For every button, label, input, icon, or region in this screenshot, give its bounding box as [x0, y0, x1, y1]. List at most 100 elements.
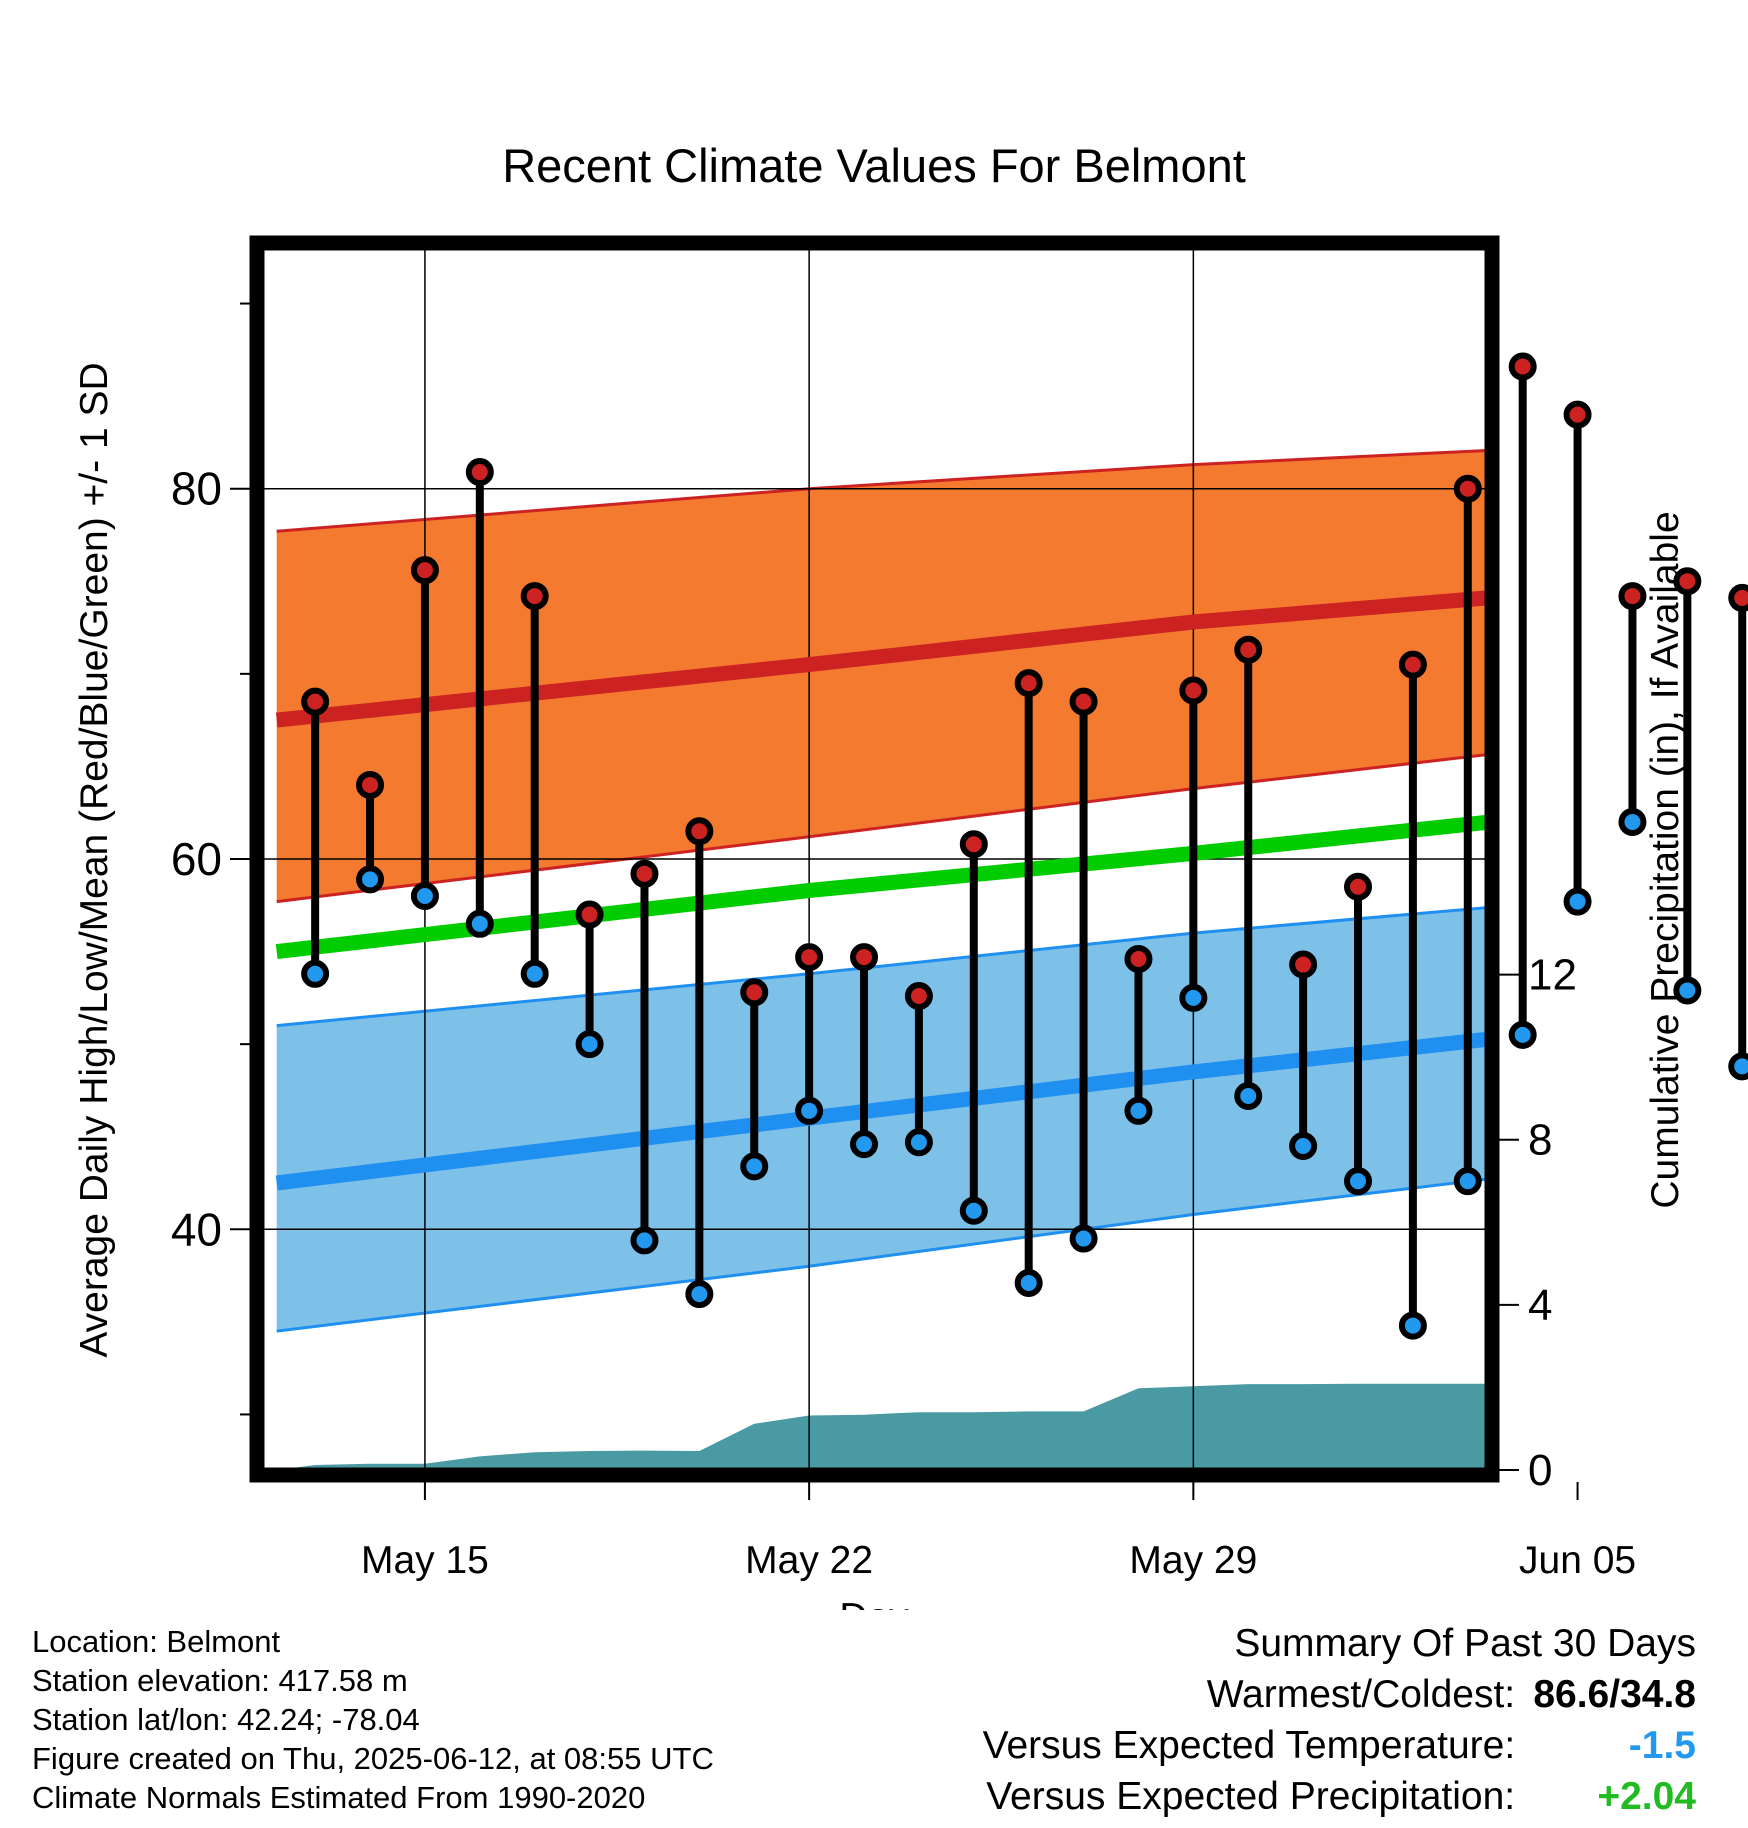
low-point: [959, 1196, 988, 1225]
high-point: [959, 830, 988, 859]
y2-tick-label: 0: [1528, 1446, 1552, 1495]
y2-tick-label: 12: [1528, 951, 1577, 1000]
high-point: [1508, 352, 1537, 381]
low-point: [1618, 807, 1647, 836]
x-tick-label: Jun 05: [1519, 1539, 1636, 1582]
summary-precip: Versus Expected Precipitation: +2.04: [983, 1771, 1696, 1822]
y2-tick-label: 4: [1528, 1281, 1552, 1330]
high-point: [1124, 944, 1153, 973]
low-sd-band: [276, 907, 1487, 1332]
high-sd-upper-edge: [276, 448, 1487, 533]
low-point: [1453, 1167, 1482, 1196]
high-point: [410, 556, 439, 585]
station-info: Location: Belmont Station elevation: 417…: [32, 1622, 714, 1817]
high-point: [356, 770, 385, 799]
high-point: [1673, 567, 1702, 596]
high-point: [795, 943, 824, 972]
y-axis-title: Average Daily High/Low/Mean (Red/Blue/Gr…: [73, 362, 116, 1357]
low-point: [301, 959, 330, 988]
warm-cold-label: Warmest/Coldest:: [1206, 1673, 1516, 1716]
low-point: [1673, 976, 1702, 1005]
low-point: [1124, 1096, 1153, 1125]
y-tick-label: 80: [171, 463, 222, 515]
location-text: Location: Belmont: [32, 1624, 281, 1659]
x-tick-label: May 22: [745, 1539, 873, 1582]
low-point: [520, 959, 549, 988]
plot-frame: [249, 235, 1500, 1483]
high-point: [904, 982, 933, 1011]
precip-area: [276, 1383, 1487, 1470]
high-point: [1014, 669, 1043, 698]
summary-title: Summary Of Past 30 Days: [1234, 1622, 1696, 1665]
low-point: [850, 1130, 879, 1159]
temp-label: Versus Expected Temperature:: [982, 1724, 1516, 1767]
summary-panel: Summary Of Past 30 Days Warmest/Coldest:…: [983, 1618, 1696, 1822]
x-tick-label: May 29: [1129, 1539, 1257, 1582]
low-point: [1179, 983, 1208, 1012]
high-point: [1453, 474, 1482, 503]
low-normal-line: [275, 1031, 1487, 1191]
low-point: [1289, 1131, 1318, 1160]
high-point: [575, 900, 604, 929]
low-point: [795, 1096, 824, 1125]
high-point: [1289, 950, 1318, 979]
low-point: [410, 882, 439, 911]
high-point: [1398, 650, 1427, 679]
x-tick-label: May 15: [361, 1539, 489, 1582]
high-point: [301, 687, 330, 716]
warm-cold-value: 86.6/34.8: [1533, 1673, 1696, 1716]
low-point: [1069, 1224, 1098, 1253]
low-point: [356, 865, 385, 894]
low-point: [685, 1280, 714, 1309]
low-point: [1234, 1081, 1263, 1110]
low-point: [630, 1226, 659, 1255]
y-tick-label: 40: [171, 1203, 222, 1255]
high-point: [685, 817, 714, 846]
low-point: [1398, 1311, 1427, 1340]
climate-chart: Recent Climate Values For Belmont 1 SD:±…: [73, 139, 1748, 1610]
high-point: [1069, 687, 1098, 716]
high-point: [850, 943, 879, 972]
low-point: [1563, 887, 1592, 916]
low-point: [1344, 1167, 1373, 1196]
low-point: [575, 1030, 604, 1059]
high-point: [1563, 400, 1592, 429]
low-point: [1508, 1020, 1537, 1049]
precip-value: +2.04: [1597, 1775, 1696, 1818]
created-text: Figure created on Thu, 2025-06-12, at 08…: [32, 1741, 714, 1776]
high-point: [1618, 582, 1647, 611]
chart-title: Recent Climate Values For Belmont: [502, 139, 1246, 192]
x-axis-title: Day: [839, 1596, 909, 1610]
y2-axis-title: Cumulative Precipitation (in), If Availa…: [1644, 511, 1687, 1208]
low-point: [465, 909, 494, 938]
high-point: [630, 859, 659, 888]
low-point: [1014, 1268, 1043, 1297]
high-point: [465, 458, 494, 487]
high-point: [1344, 872, 1373, 901]
low-point: [1728, 1052, 1748, 1081]
high-point: [740, 978, 769, 1007]
precip-label: Versus Expected Precipitation:: [986, 1775, 1516, 1818]
temp-value: -1.5: [1628, 1724, 1696, 1767]
low-point: [740, 1152, 769, 1181]
latlon-text: Station lat/lon: 42.24; -78.04: [32, 1702, 420, 1737]
high-sd-lower-edge: [276, 753, 1487, 904]
elevation-text: Station elevation: 417.58 m: [32, 1663, 408, 1698]
low-sd-lower-edge: [276, 1177, 1487, 1333]
low-sd-upper-edge: [276, 906, 1487, 1028]
y2-tick-label: 8: [1528, 1116, 1552, 1165]
high-point: [1728, 583, 1748, 612]
summary-warm-cold: Warmest/Coldest: 86.6/34.8: [983, 1669, 1696, 1720]
plot-overlay: 1 SD:±7.7°FAvg:75.5°F1 SD:±7.2°FAvg:52.3…: [301, 352, 1748, 1340]
low-point: [904, 1128, 933, 1157]
summary-temp: Versus Expected Temperature: -1.5: [983, 1720, 1696, 1771]
mean-normal-line: [275, 814, 1487, 960]
high-point: [1179, 676, 1208, 705]
normals-text: Climate Normals Estimated From 1990-2020: [32, 1780, 646, 1815]
y-tick-label: 60: [171, 833, 222, 885]
high-normal-line: [275, 590, 1487, 728]
high-point: [520, 582, 549, 611]
plot-area: [263, 248, 1487, 1470]
high-point: [1234, 635, 1263, 664]
